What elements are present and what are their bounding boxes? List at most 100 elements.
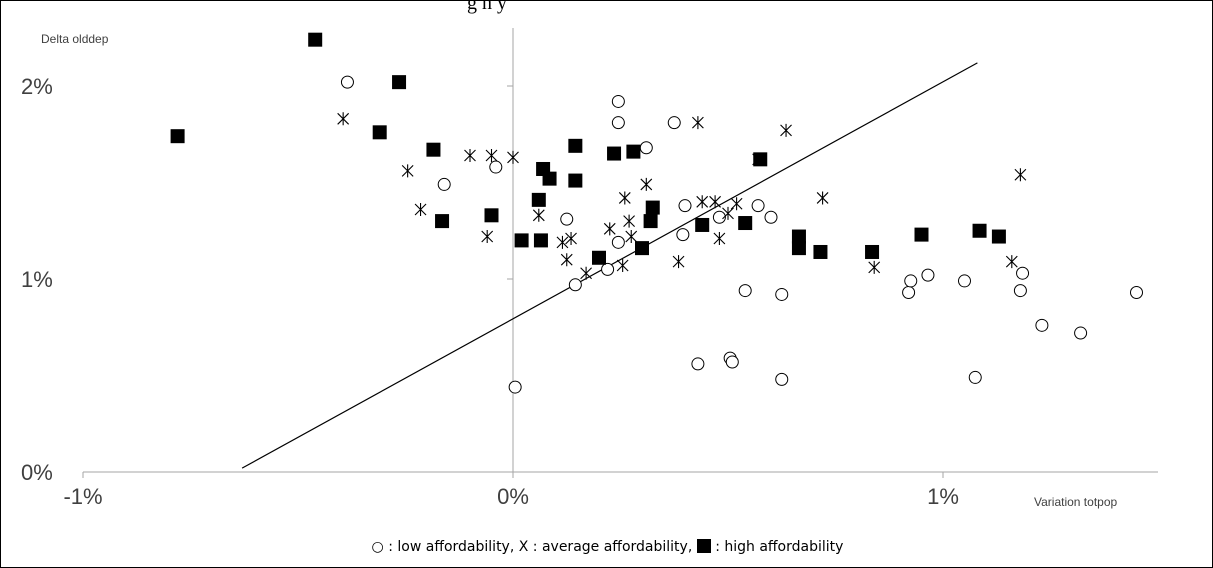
point-low-affordability <box>601 262 615 276</box>
point-low-affordability <box>611 235 625 249</box>
point-high-affordability <box>542 171 557 186</box>
point-low-affordability <box>611 116 625 130</box>
point-high-affordability <box>645 200 660 215</box>
point-average-affordability <box>1005 255 1018 269</box>
point-average-affordability <box>618 191 631 205</box>
point-average-affordability <box>565 231 577 245</box>
point-high-affordability <box>607 146 622 161</box>
point-high-affordability <box>991 229 1006 244</box>
point-high-affordability <box>635 241 649 256</box>
point-high-affordability <box>791 229 806 244</box>
point-low-affordability <box>1074 326 1088 340</box>
point-average-affordability <box>560 253 573 267</box>
point-high-affordability <box>813 244 828 259</box>
point-high-affordability <box>435 214 450 229</box>
point-low-affordability <box>775 287 789 301</box>
legend-high-label: : high affordability <box>715 539 844 555</box>
point-low-affordability <box>738 284 752 298</box>
x-axis-label: Variation totpop <box>1034 495 1117 509</box>
point-average-affordability <box>692 116 704 130</box>
point-high-affordability <box>753 152 768 167</box>
point-low-affordability <box>611 94 625 108</box>
point-average-affordability <box>556 235 569 249</box>
point-average-affordability <box>414 203 427 217</box>
point-low-affordability <box>508 380 522 394</box>
point-low-affordability <box>639 141 653 155</box>
point-high-affordability <box>568 138 583 153</box>
point-high-affordability <box>392 75 407 90</box>
point-low-affordability <box>691 357 705 371</box>
chart-title-fragment: g n y <box>467 1 507 14</box>
point-average-affordability <box>713 231 726 245</box>
point-low-affordability <box>437 177 451 191</box>
point-low-affordability <box>340 75 354 89</box>
point-high-affordability <box>533 233 548 248</box>
point-low-affordability <box>904 274 918 288</box>
point-average-affordability <box>401 164 414 178</box>
point-high-affordability <box>568 173 583 188</box>
point-low-affordability <box>560 212 574 226</box>
point-high-affordability <box>514 233 529 248</box>
point-low-affordability <box>667 116 681 130</box>
legend-low-label: : low affordability, <box>388 539 515 555</box>
y-axis-label: Delta olddep <box>41 32 109 46</box>
point-low-affordability <box>902 286 916 300</box>
point-high-affordability <box>308 32 323 47</box>
point-high-affordability <box>170 129 185 144</box>
point-high-affordability <box>626 144 641 159</box>
point-low-affordability <box>764 210 778 224</box>
y-tick-label: 2% <box>21 74 53 99</box>
point-average-affordability <box>730 197 743 211</box>
legend: ○ : low affordability, X : average affor… <box>1 539 1213 555</box>
point-high-affordability <box>372 125 387 140</box>
point-average-affordability <box>709 195 721 209</box>
point-average-affordability <box>485 148 498 162</box>
point-high-affordability <box>531 192 546 207</box>
point-average-affordability <box>580 266 592 280</box>
point-average-affordability <box>623 214 635 228</box>
point-average-affordability <box>337 112 350 126</box>
point-high-affordability <box>592 250 606 265</box>
point-high-affordability <box>484 208 499 223</box>
point-high-affordability <box>791 241 806 256</box>
point-average-affordability <box>780 123 792 137</box>
point-low-affordability <box>725 355 739 369</box>
point-high-affordability <box>695 217 710 232</box>
point-low-affordability <box>775 372 789 386</box>
point-high-affordability <box>865 244 880 259</box>
point-high-affordability <box>914 227 929 242</box>
point-low-affordability <box>568 278 582 292</box>
point-average-affordability <box>816 191 829 205</box>
point-average-affordability <box>1014 168 1027 182</box>
point-average-affordability <box>507 150 519 164</box>
point-average-affordability <box>868 260 881 274</box>
point-average-affordability <box>672 255 685 269</box>
point-low-affordability <box>489 160 503 174</box>
point-average-affordability <box>696 195 709 209</box>
point-high-affordability <box>643 214 658 229</box>
point-average-affordability <box>722 206 734 220</box>
x-tick-label: 1% <box>927 484 959 509</box>
point-average-affordability <box>640 177 653 191</box>
point-average-affordability <box>625 230 638 244</box>
point-average-affordability <box>532 208 545 222</box>
legend-low-symbol: ○ <box>371 539 384 555</box>
point-low-affordability <box>676 228 690 242</box>
point-low-affordability <box>678 199 692 213</box>
point-average-affordability <box>603 222 616 236</box>
point-low-affordability <box>921 268 935 282</box>
x-tick-label: -1% <box>63 484 102 509</box>
point-low-affordability <box>712 210 726 224</box>
points-layer <box>170 32 1143 394</box>
point-average-affordability <box>464 148 476 162</box>
point-average-affordability <box>616 258 629 272</box>
point-high-affordability <box>972 223 987 238</box>
y-tick-label: 0% <box>21 460 53 485</box>
point-average-affordability <box>481 230 494 244</box>
point-low-affordability <box>1130 286 1143 300</box>
point-low-affordability <box>1035 318 1049 332</box>
legend-high-square-icon <box>696 539 711 553</box>
point-low-affordability <box>958 274 971 288</box>
